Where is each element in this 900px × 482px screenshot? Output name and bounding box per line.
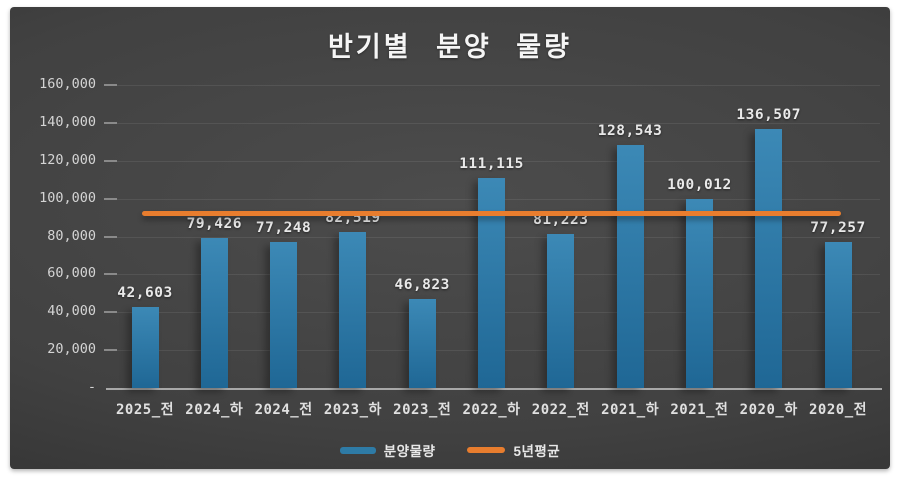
bar-2022_전: [547, 234, 575, 388]
bar-value-label: 136,507: [736, 107, 801, 124]
x-axis-category-label: 2024_전: [254, 402, 313, 418]
x-axis-line: [106, 388, 882, 390]
y-axis-tick: [104, 349, 117, 352]
average-line: [142, 211, 841, 217]
bar-value-label: 77,257: [810, 219, 866, 236]
bar-2020_하: [755, 129, 783, 388]
chart-title: 반기별 분양 물량: [328, 32, 572, 62]
bar-2024_하: [200, 237, 228, 388]
x-axis-category-label: 2020_하: [739, 402, 798, 418]
y-axis-tick-label: 160,000: [39, 76, 96, 92]
bar-value-label: 46,823: [394, 277, 450, 294]
y-axis-tick: [104, 84, 117, 86]
y-axis-tick: [104, 197, 117, 200]
bar-2024_전: [270, 241, 298, 388]
bar-2021_하: [616, 144, 644, 388]
bar-value-label: 81,223: [533, 212, 589, 229]
x-axis-category-label: 2024_하: [185, 402, 244, 418]
x-axis-category-label: 2022_전: [531, 402, 590, 418]
y-axis-tick: [104, 273, 117, 276]
x-axis-category-label: 2021_하: [601, 402, 660, 418]
chart-panel: 반기별 분양 물량 160,000 140,000 120,000 100,000 80…: [10, 7, 890, 469]
legend-label-line-series: 5년평균: [513, 444, 561, 459]
bar-value-label: 100,012: [667, 176, 732, 193]
bar-2022_하: [478, 177, 505, 388]
x-axis-category-label: 2021_전: [670, 402, 729, 418]
y-axis-tick-label: 120,000: [39, 151, 96, 168]
y-gridline: [108, 160, 880, 162]
y-axis-tick-label: 80,000: [47, 227, 96, 244]
bar-value-label: 128,543: [597, 122, 663, 139]
bar-value-label: 42,603: [117, 285, 173, 302]
y-axis-tick: [104, 121, 117, 124]
y-axis-tick-label: 60,000: [47, 265, 96, 282]
bar-2025_전: [131, 307, 159, 388]
y-axis-tick-label: 100,000: [39, 189, 96, 206]
y-axis-tick: [104, 159, 117, 162]
x-axis-category-label: 2020_전: [808, 402, 868, 418]
bar-value-label: 79,426: [186, 215, 242, 232]
bar-2023_하: [339, 231, 367, 388]
y-gridline: [108, 122, 880, 124]
y-axis-tick: [104, 235, 117, 238]
x-axis-category-label: 2025_전: [115, 402, 175, 418]
legend-label-bar-series: 분양물량: [383, 444, 436, 459]
y-axis-tick-label: 40,000: [47, 303, 96, 320]
legend-line-swatch-icon: [467, 447, 506, 453]
x-axis-category-label: 2022_하: [462, 402, 521, 418]
y-axis-tick: [104, 311, 117, 314]
y-axis-tick-label: 140,000: [39, 113, 96, 130]
legend-bar-swatch-icon: [339, 446, 376, 454]
bar-value-label: 77,248: [255, 219, 312, 236]
legend: 분양물량 5년평균: [10, 440, 890, 460]
bar-2021_전: [685, 198, 713, 388]
bar-2020_전: [824, 241, 852, 388]
bar-2023_전: [408, 299, 436, 388]
plot-area: 160,000 140,000 120,000 100,000 80,000 60,000…: [10, 7, 890, 469]
x-axis-category-label: 2023_하: [323, 402, 382, 418]
y-axis-tick-label: 20,000: [47, 341, 96, 358]
y-axis-tick-label: -: [87, 379, 96, 395]
x-axis-category-label: 2023_전: [393, 402, 452, 418]
bar-value-label: 111,115: [459, 155, 524, 172]
y-gridline: [108, 85, 880, 86]
